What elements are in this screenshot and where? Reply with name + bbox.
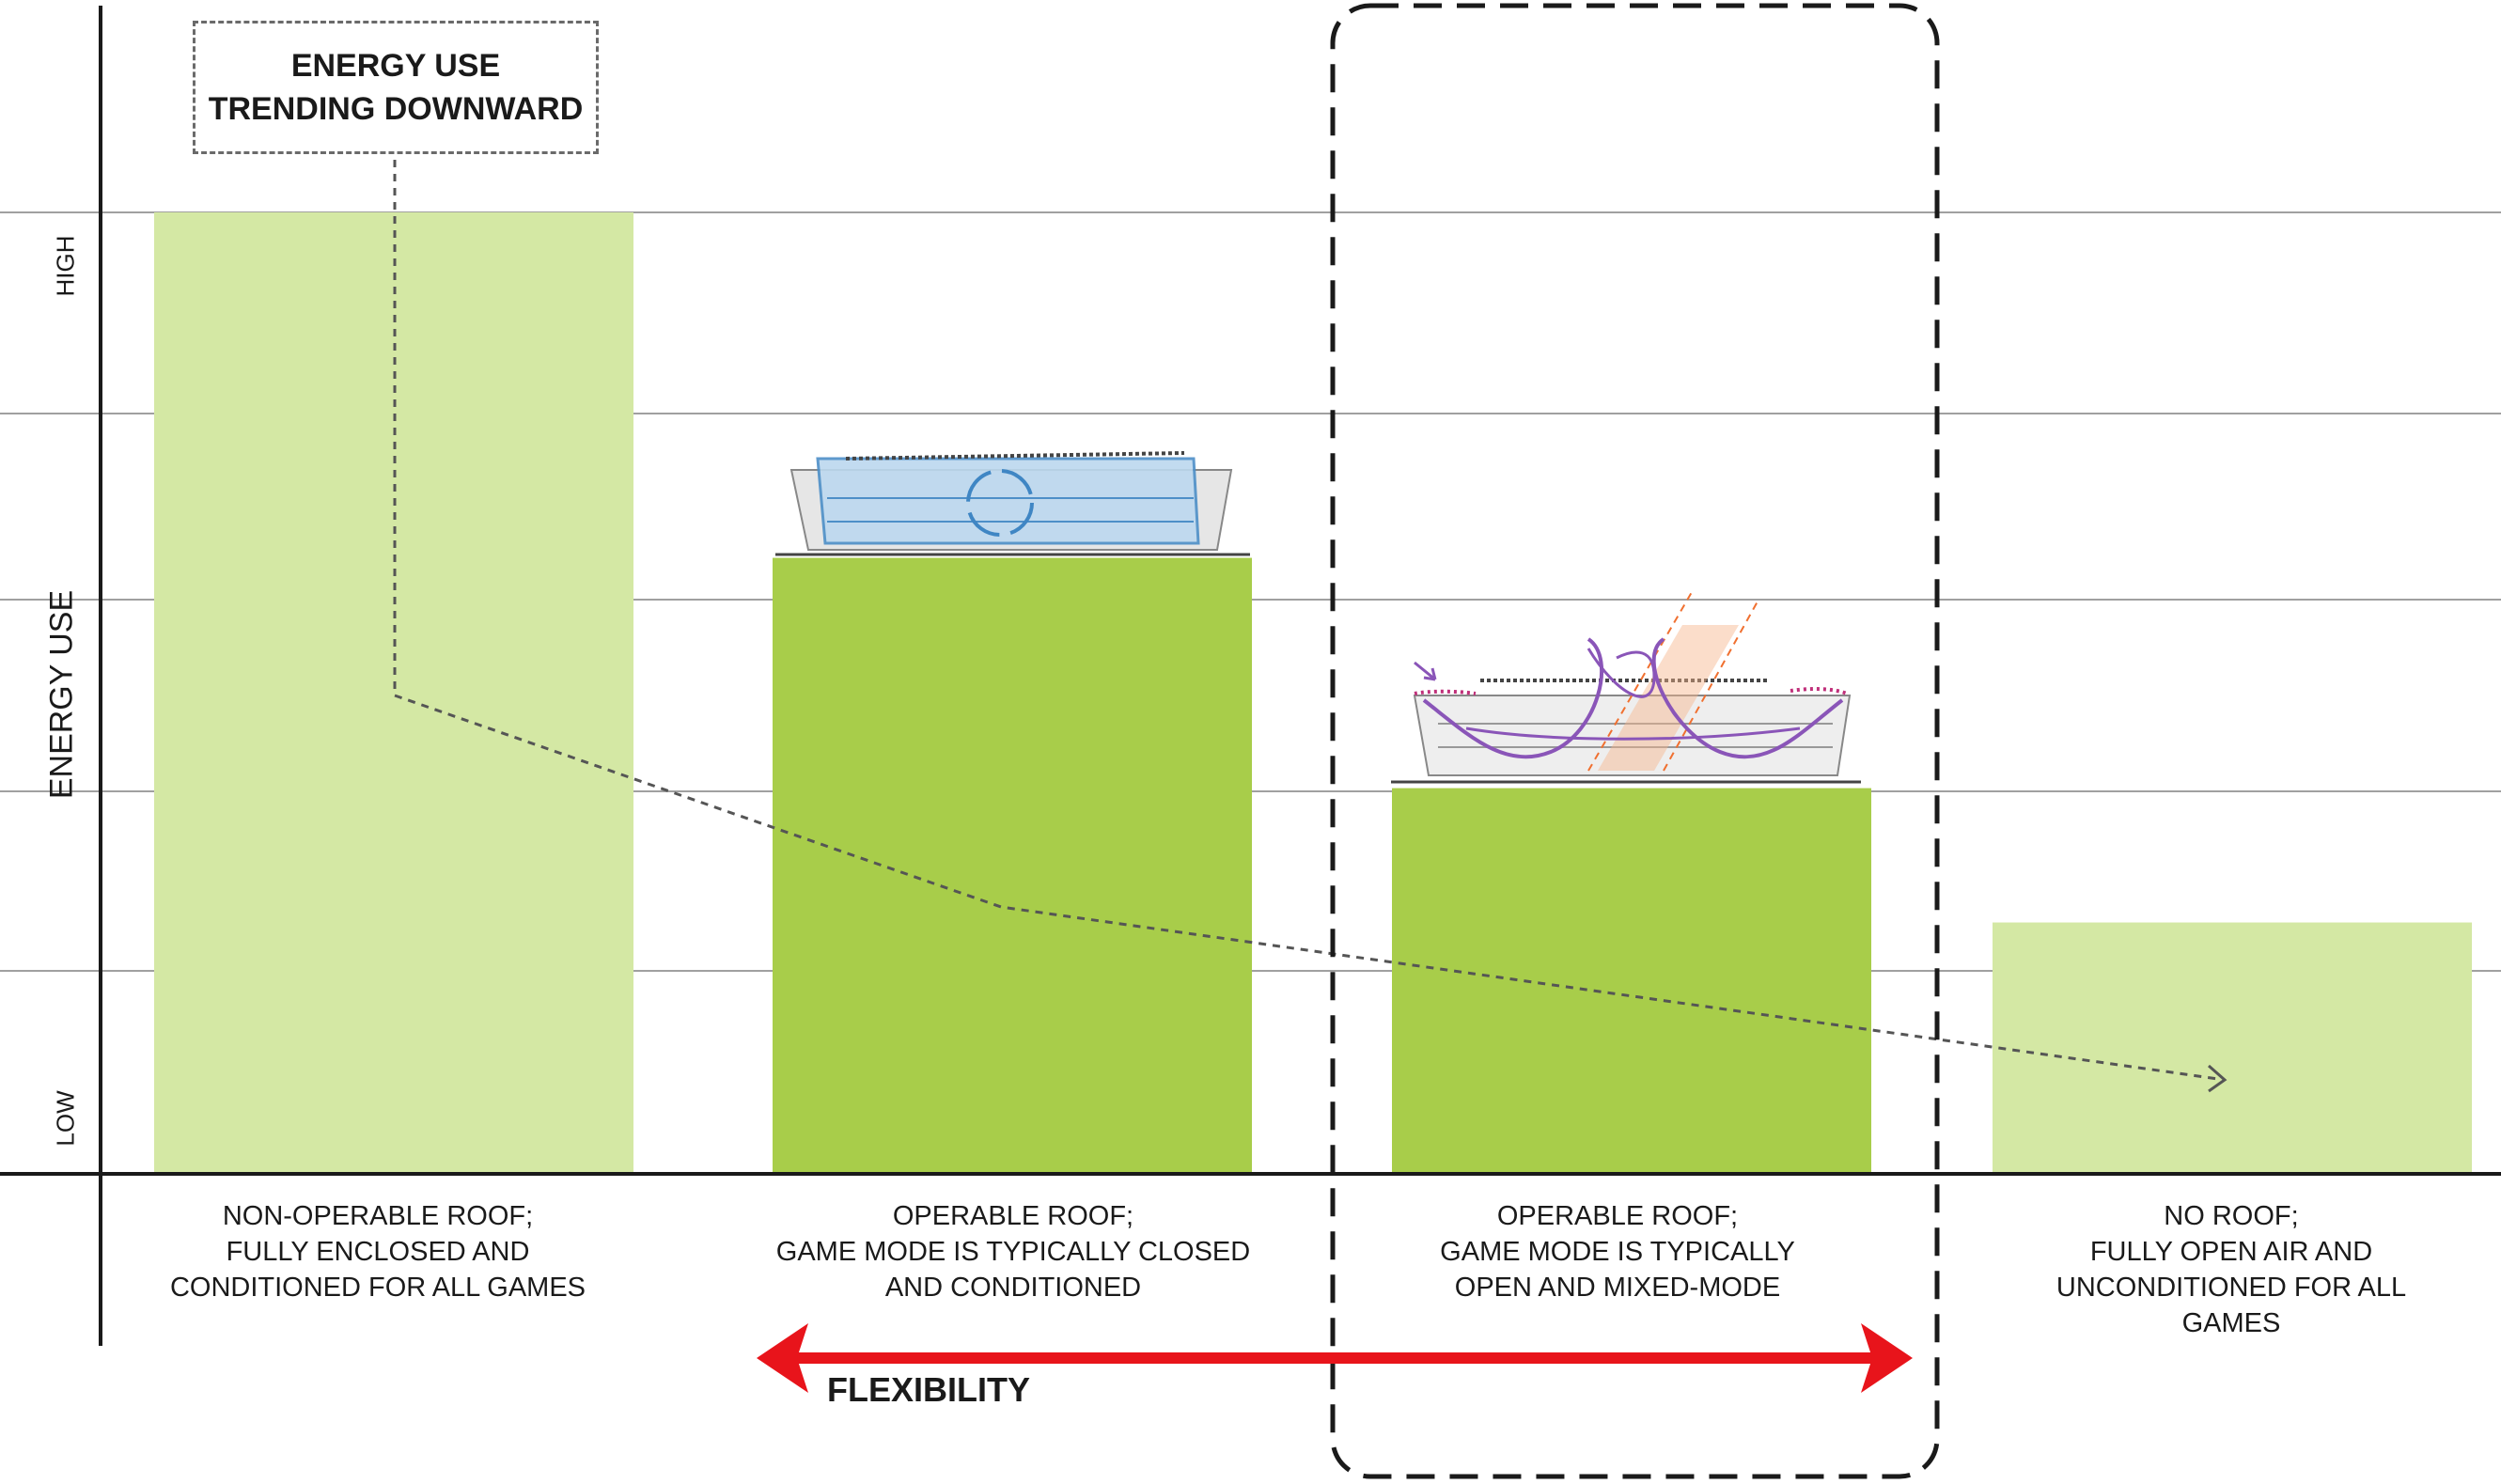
trend-arrowhead <box>2208 1064 2227 1093</box>
bar-1 <box>154 212 633 1172</box>
category-label-1-line-1: NON-OPERABLE ROOF; <box>222 1201 534 1231</box>
trend-annotation-line-1: ENERGY USE <box>290 48 501 84</box>
category-label-3-line-1: OPERABLE ROOF; <box>1496 1201 1739 1231</box>
trend-line <box>393 160 2219 1081</box>
category-label-3-line-3: OPEN AND MIXED-MODE <box>1454 1273 1781 1303</box>
flexibility-arrow <box>757 1323 1913 1393</box>
bar-4 <box>1993 922 2472 1172</box>
bars <box>154 212 2472 1172</box>
category-label-4-line-2: FULLY OPEN AIR AND <box>2089 1237 2373 1267</box>
category-label-4: NO ROOF; FULLY OPEN AIR AND UNCONDITIONE… <box>1968 1198 2494 1341</box>
category-label-4-line-4: GAMES <box>2181 1308 2281 1338</box>
category-label-4-line-3: UNCONDITIONED FOR ALL <box>2056 1273 2407 1303</box>
category-label-2: OPERABLE ROOF; GAME MODE IS TYPICALLY CL… <box>750 1198 1276 1305</box>
trend-annotation: ENERGY USE TRENDING DOWNWARD <box>193 21 599 154</box>
flexibility-label: FLEXIBILITY <box>827 1370 1030 1409</box>
category-label-2-line-1: OPERABLE ROOF; <box>892 1201 1134 1231</box>
highlight-box <box>1330 3 1940 1479</box>
bar-3 <box>1392 788 1871 1172</box>
y-tick-low: LOW <box>51 1090 80 1147</box>
stadium-icons <box>775 451 1861 784</box>
trend-annotation-line-2: TRENDING DOWNWARD <box>208 91 584 127</box>
open-stadium-icon <box>1391 591 1861 784</box>
category-label-1: NON-OPERABLE ROOF; FULLY ENCLOSED AND CO… <box>115 1198 641 1305</box>
category-label-1-line-3: CONDITIONED FOR ALL GAMES <box>169 1273 586 1303</box>
y-tick-high: HIGH <box>51 235 80 297</box>
category-label-3-line-2: GAME MODE IS TYPICALLY <box>1440 1237 1795 1267</box>
category-label-3: OPERABLE ROOF; GAME MODE IS TYPICALLY OP… <box>1354 1198 1881 1305</box>
axes <box>0 6 2501 1346</box>
bar-2 <box>773 557 1252 1172</box>
category-label-1-line-2: FULLY ENCLOSED AND <box>226 1237 530 1267</box>
y-axis-title: ENERGY USE <box>43 589 80 800</box>
category-label-2-line-2: GAME MODE IS TYPICALLY CLOSED <box>775 1237 1251 1267</box>
category-label-4-line-1: NO ROOF; <box>2164 1201 2299 1231</box>
category-label-2-line-3: AND CONDITIONED <box>884 1273 1142 1303</box>
closed-stadium-icon <box>775 451 1250 556</box>
